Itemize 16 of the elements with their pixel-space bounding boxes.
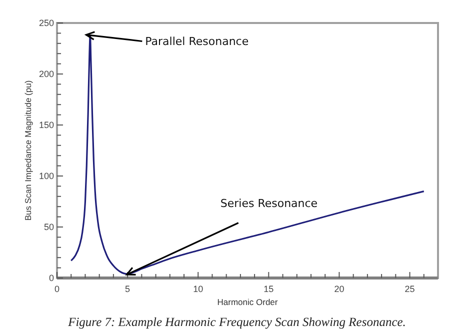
x-tick-label: 15 — [264, 284, 274, 294]
x-tick-label: 20 — [334, 284, 344, 294]
y-tick-label: 50 — [44, 222, 54, 232]
annotation: Series Resonance — [220, 196, 318, 210]
x-tick-label: 25 — [404, 284, 415, 294]
y-tick-label: 200 — [38, 69, 54, 79]
y-tick-label: 250 — [38, 18, 54, 28]
caption: Figure 7: Example Harmonic Frequency Scan Showing Resonance. — [67, 315, 406, 329]
y-tick-label: 0 — [48, 273, 54, 283]
annotation: Parallel Resonance — [145, 35, 249, 48]
y-tick-label: 100 — [38, 171, 54, 181]
x-tick-label: 5 — [125, 284, 130, 294]
y-axis-title: Bus Scan Impedance Magnitude (pu) — [23, 80, 33, 221]
x-axis-title: Harmonic Order — [217, 297, 278, 307]
x-tick-label: 10 — [193, 284, 204, 294]
y-tick-label: 150 — [38, 120, 54, 130]
